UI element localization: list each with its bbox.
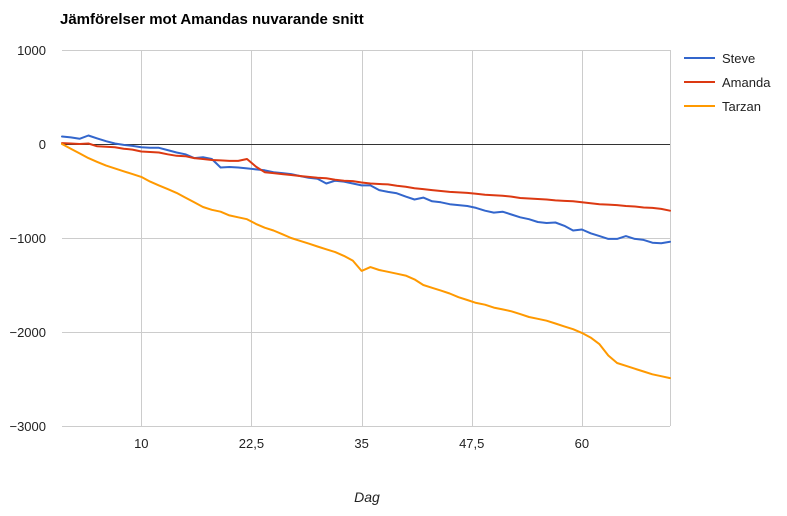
legend-label: Tarzan bbox=[722, 99, 761, 114]
x-tick-label: 35 bbox=[354, 436, 368, 451]
y-tick-label: −3000 bbox=[9, 419, 46, 434]
series-line-tarzan bbox=[61, 143, 671, 380]
y-tick-label: −1000 bbox=[9, 231, 46, 246]
grid-lines bbox=[62, 50, 671, 427]
series-lines bbox=[61, 134, 671, 380]
legend-item-amanda: Amanda bbox=[684, 75, 771, 90]
series-line-steve bbox=[61, 134, 671, 245]
x-axis-ticks: 10 22,5 35 47,5 60 bbox=[134, 436, 589, 451]
y-tick-label: 1000 bbox=[17, 43, 46, 58]
x-tick-label: 60 bbox=[575, 436, 589, 451]
legend-label: Steve bbox=[722, 51, 755, 66]
legend-label: Amanda bbox=[722, 75, 771, 90]
y-tick-label: 0 bbox=[39, 137, 46, 152]
y-tick-label: −2000 bbox=[9, 325, 46, 340]
legend: Steve Amanda Tarzan bbox=[684, 51, 771, 114]
x-tick-label: 47,5 bbox=[459, 436, 484, 451]
y-axis-ticks: 1000 0 −1000 −2000 −3000 bbox=[9, 43, 46, 434]
legend-item-tarzan: Tarzan bbox=[684, 99, 761, 114]
x-axis-label: Dag bbox=[354, 489, 380, 505]
legend-item-steve: Steve bbox=[684, 51, 755, 66]
chart-title: Jämförelser mot Amandas nuvarande snitt bbox=[60, 11, 364, 28]
x-tick-label: 22,5 bbox=[239, 436, 264, 451]
x-tick-label: 10 bbox=[134, 436, 148, 451]
series-line-amanda bbox=[61, 142, 671, 212]
